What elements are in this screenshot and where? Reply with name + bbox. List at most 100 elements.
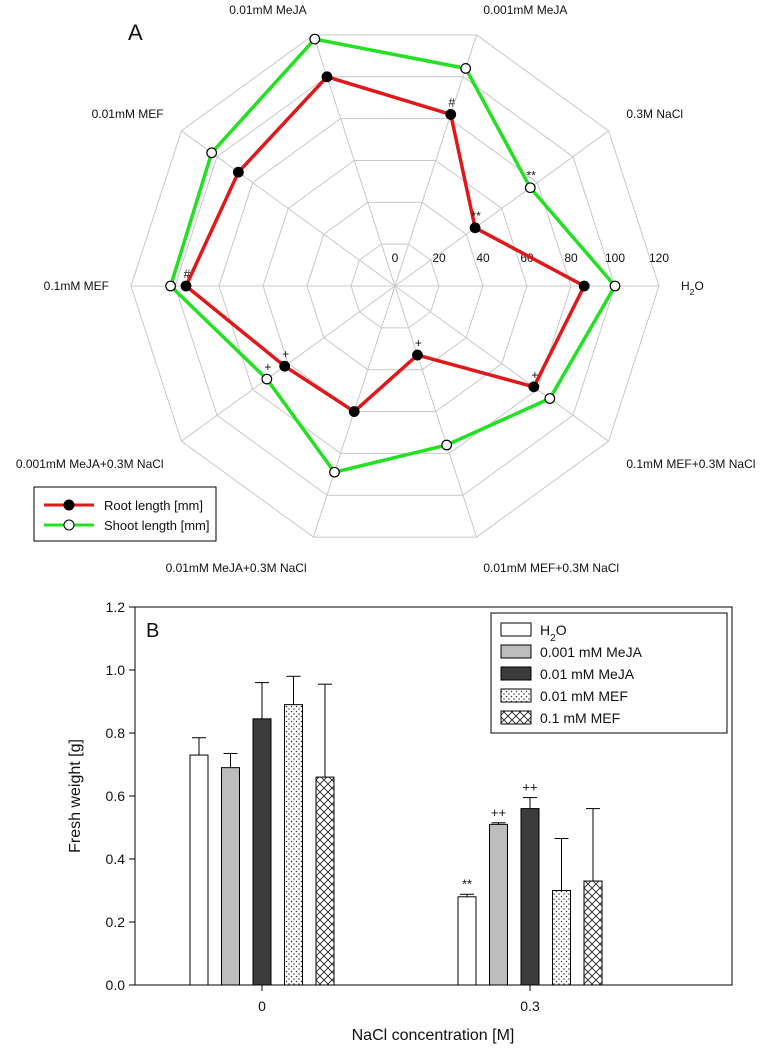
radar-spoke: [394, 285, 609, 442]
x-tick-label: 0: [258, 998, 266, 1014]
bar-chart: B 0.00.20.40.60.81.01.2 0 0.3 **++++ Fres…: [67, 599, 733, 1044]
legend-marker-root: [63, 499, 75, 511]
y-tick-label: 0.2: [106, 914, 126, 930]
x-axis-title: NaCl concentration [M]: [352, 1027, 515, 1044]
significance-mark: +: [531, 368, 538, 382]
bar-legend-label: 0.01 mM MEF: [540, 688, 628, 704]
radar-spoke: [394, 34, 478, 287]
radar-tick-labels: 0 20 40 60 80 100 120: [392, 251, 670, 265]
root-length-point: [469, 222, 481, 234]
radar-tick-label: 120: [649, 251, 669, 265]
bar-legend-swatch: [500, 644, 532, 659]
panel-label-a: A: [128, 20, 143, 45]
radar-category-label: H2O: [681, 279, 704, 297]
radar-legend: Root length [mm] Shoot length [mm]: [33, 486, 217, 542]
radar-category-label: 0.001mM MeJA+0.3M NaCl: [16, 457, 164, 471]
radar-tick-label: 20: [432, 251, 446, 265]
x-tick-label: 0.3: [520, 998, 540, 1014]
shoot-length-point: [165, 280, 177, 292]
bar-legend-label: 0.01 mM MeJA: [540, 666, 635, 682]
radar-tick-label: 0: [392, 251, 399, 265]
y-tick-label: 0.8: [106, 725, 126, 741]
x-axis: 0 0.3: [258, 985, 540, 1014]
bar-legend-label: 0.001 mM MeJA: [540, 644, 643, 660]
significance-mark: +: [282, 347, 289, 361]
bar-legend-swatch: [500, 688, 532, 703]
radar-category-label: 0.3M NaCl: [626, 107, 683, 121]
root-length-point: [321, 71, 333, 83]
significance-mark: **: [527, 169, 537, 183]
root-length-point: [232, 166, 244, 178]
bar-legend-swatch: [500, 622, 532, 637]
bar: [189, 754, 209, 986]
bar-legend-label: 0.1 mM MEF: [540, 710, 620, 726]
y-axis-title: Fresh weight [g]: [67, 739, 84, 853]
radar-annotations: ** + ** # # + + +: [184, 95, 539, 381]
bar-marks: ** ++ ++: [189, 675, 603, 986]
bar: [552, 890, 571, 986]
significance-mark: **: [471, 209, 481, 223]
shoot-length-point: [441, 439, 453, 451]
y-tick-label: 1.0: [106, 662, 126, 678]
bar: [520, 808, 540, 986]
root-length-point: [445, 109, 457, 120]
radar-category-label: 0.1mM MEF: [44, 279, 109, 293]
radar-category-label: 0.001mM MeJA: [483, 3, 567, 17]
root-length-point: [180, 280, 192, 292]
radar-series: [165, 33, 621, 478]
shoot-length-point: [460, 62, 472, 74]
root-length-point: [528, 381, 540, 393]
radar-spoke: [394, 285, 478, 538]
radar-tick-label: 100: [605, 251, 625, 265]
root-length-point: [578, 280, 590, 292]
root-length-point: [348, 406, 360, 417]
significance-mark: #: [448, 95, 455, 109]
root-length-point: [279, 360, 291, 372]
shoot-length-point: [206, 147, 218, 159]
shoot-length-point: [329, 466, 340, 478]
legend-label-shoot: Shoot length [mm]: [104, 518, 210, 533]
radar-category-label: 0.01mM MeJA: [229, 3, 306, 17]
radar-tick-label: 40: [476, 251, 490, 265]
y-tick-label: 0.0: [106, 977, 126, 993]
shoot-length-point: [261, 373, 273, 385]
radar-tick-label: 80: [564, 251, 578, 265]
shoot-length-point: [309, 33, 321, 45]
radar-category-label: 0.01mM MEF+0.3M NaCl: [483, 561, 619, 575]
y-tick-label: 0.4: [106, 851, 126, 867]
bar-legend-swatch: [500, 666, 532, 681]
significance-mark: #: [184, 267, 191, 281]
bar: [457, 896, 477, 986]
y-tick-label: 1.2: [106, 599, 126, 615]
significance-mark: ++: [522, 780, 537, 795]
root-length-point: [412, 349, 423, 361]
significance-mark: ++: [491, 805, 506, 820]
y-axis: 0.0 0.2 0.4 0.6 0.8 1.0 1.2: [106, 599, 135, 993]
shoot-length-point: [544, 393, 556, 404]
significance-mark: +: [264, 360, 271, 374]
shoot-length-point: [524, 182, 536, 194]
legend-label-root: Root length [mm]: [104, 498, 203, 513]
legend-marker-shoot: [63, 519, 75, 531]
radar-spoke: [181, 130, 396, 287]
bar: [583, 880, 603, 986]
radar-category-label: 0.1mM MEF+0.3M NaCl: [626, 457, 755, 471]
bar: [252, 718, 272, 986]
y-tick-label: 0.6: [106, 788, 126, 804]
bar: [489, 823, 508, 986]
radar-category-labels: H2O 0.3M NaCl 0.001mM MeJA 0.01mM MeJA 0.01m…: [16, 3, 756, 575]
radar-spoke: [394, 130, 609, 287]
radar-category-label: 0.01mM MEF: [92, 107, 164, 121]
bar: [315, 776, 335, 986]
radar-category-label: 0.01mM MeJA+0.3M NaCl: [166, 561, 307, 575]
bar: [284, 704, 303, 986]
shoot-length-point: [609, 280, 621, 292]
significance-mark: +: [415, 336, 422, 350]
significance-mark: **: [462, 876, 472, 891]
legend-box: [33, 486, 217, 542]
panel-label-b: B: [146, 620, 159, 642]
bar: [221, 767, 240, 986]
bar-legend-swatch: [500, 710, 532, 725]
